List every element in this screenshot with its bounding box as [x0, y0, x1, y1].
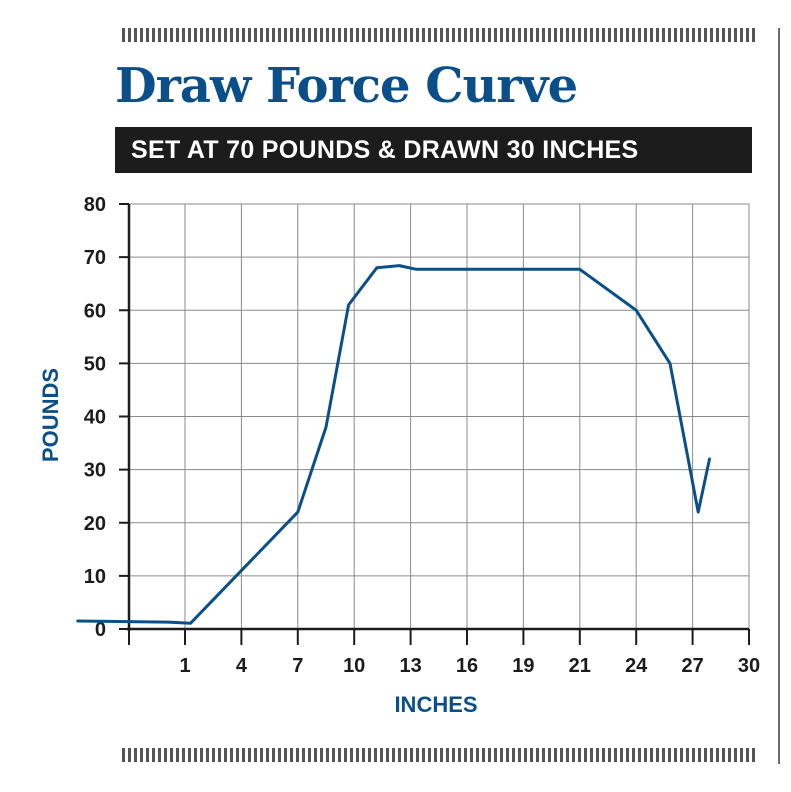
- axes: [119, 203, 750, 645]
- side-rule: [778, 28, 780, 764]
- x-tick-label: 19: [512, 655, 534, 677]
- y-tick-label: 70: [84, 247, 106, 269]
- series-layer: [76, 264, 711, 625]
- x-tick-label: 4: [236, 655, 248, 677]
- x-tick-label: 16: [456, 655, 478, 677]
- x-tick-label: 21: [569, 655, 591, 677]
- y-tick-label: 40: [84, 407, 106, 429]
- x-tick-label: 27: [681, 655, 703, 677]
- y-tick-label: 30: [84, 460, 106, 482]
- y-tick-labels: 0 10 20 30 40 50 60 70 80: [84, 194, 106, 641]
- decorative-barcode-top: [122, 28, 755, 42]
- x-tick-label: 10: [343, 655, 365, 677]
- x-axis-label: INCHES: [394, 692, 477, 717]
- grid-lines: [129, 203, 750, 629]
- y-tick-label: 80: [84, 194, 106, 216]
- y-tick-label: 20: [84, 513, 106, 535]
- x-tick-label: 13: [399, 655, 421, 677]
- x-tick-labels: 1 4 7 10 13 16 19 21 24 27 30: [179, 655, 760, 677]
- x-tick-label: 24: [625, 655, 648, 677]
- chart-subtitle: SET AT 70 POUNDS & DRAWN 30 INCHES: [115, 127, 752, 173]
- x-tick-label: 1: [179, 655, 190, 677]
- y-axis-label: POUNDS: [38, 368, 63, 462]
- x-tick-label: 7: [292, 655, 303, 677]
- chart-title: Draw Force Curve: [115, 58, 578, 114]
- draw-force-line: [76, 264, 711, 625]
- y-tick-label: 10: [84, 566, 106, 588]
- y-tick-label: 60: [84, 300, 106, 322]
- x-tick-label: 30: [738, 655, 760, 677]
- decorative-barcode-bottom: [122, 748, 755, 762]
- y-tick-label: 0: [95, 619, 106, 641]
- y-tick-label: 50: [84, 353, 106, 375]
